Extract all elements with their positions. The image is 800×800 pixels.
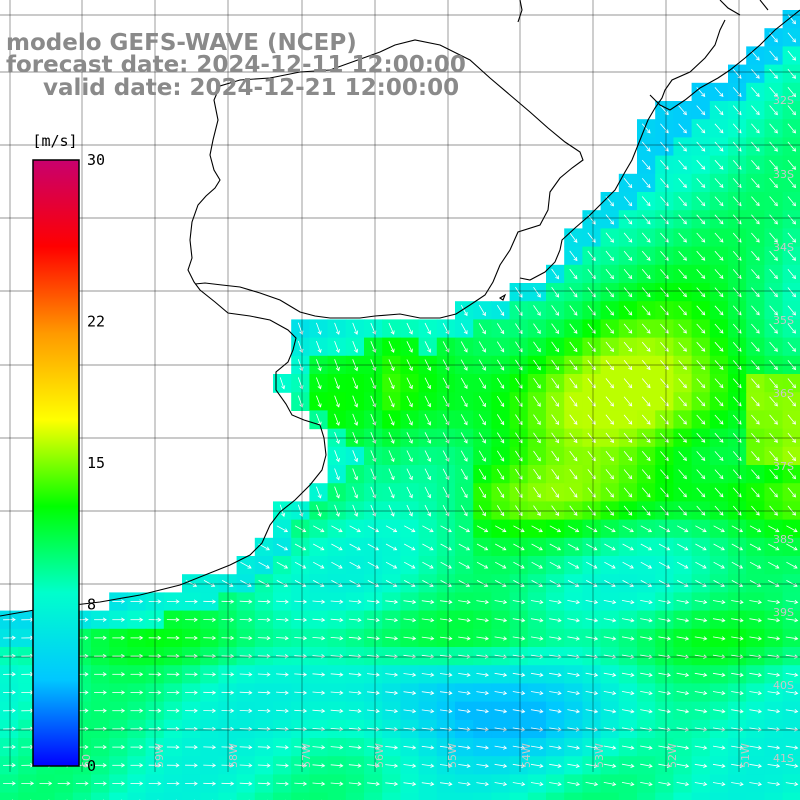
lon-label: 59W [153,743,166,768]
colorbar-tick-label: 0 [87,757,96,775]
lon-label: 55W [446,743,459,768]
lat-label: 41S [773,752,794,765]
colorbar-ticks: 30 22 15 8 0 [87,151,105,775]
lat-label: 35S [773,314,794,327]
lat-lon-grid [0,0,800,772]
lon-label: 57W [300,743,313,768]
lat-label: 34S [773,241,794,254]
colorbar-tick-label: 8 [87,595,96,613]
wind-speed-field [0,10,800,800]
lon-label: 56W [373,743,386,768]
colorbar-unit: [m/s] [32,132,77,150]
colorbar: [m/s] 30 22 15 8 0 [32,132,105,775]
colorbar-tick-label: 15 [87,454,105,472]
lon-label: 54W [520,743,533,768]
lat-label: 33S [773,168,794,181]
colorbar-tick-label: 22 [87,313,105,331]
lon-label: 53W [593,743,606,768]
lat-label: 36S [773,387,794,400]
lat-label: 39S [773,606,794,619]
longitude-labels: 60 59W 58W 57W 56W 55W 54W 53W 52W 51W [80,743,752,768]
lat-label: 32S [773,94,794,107]
valid-date: valid date: 2024-12-21 12:00:00 [43,75,460,101]
lon-label: 52W [666,743,679,768]
lon-label: 60 [80,754,93,768]
lat-label: 38S [773,533,794,546]
colorbar-gradient [32,159,80,767]
lon-label: 51W [739,743,752,768]
lon-label: 58W [227,743,240,768]
colorbar-tick-label: 30 [87,151,105,169]
forecast-date: forecast date: 2024-12-11 12:00:00 [6,52,466,78]
lat-label: 37S [773,460,794,473]
model-title: modelo GEFS-WAVE (NCEP) [6,30,357,56]
latitude-labels: 32S 33S 34S 35S 36S 37S 38S 39S 40S 41S [773,94,794,765]
coastline [0,0,800,617]
lat-label: 40S [773,679,794,692]
